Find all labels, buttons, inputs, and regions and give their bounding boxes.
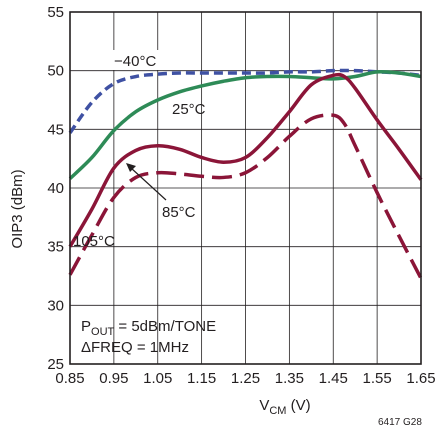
x-tick-label: 1.55	[363, 370, 392, 387]
x-tick-label: 1.25	[231, 370, 260, 387]
x-tick-label: 1.65	[406, 370, 435, 387]
condition-dfreq: ΔFREQ = 1MHz	[81, 339, 189, 356]
series-line-minus40c	[68, 68, 422, 134]
plot-frame	[69, 11, 422, 365]
x-axis-title-unit: (V)	[286, 397, 310, 414]
y-tick-label: 30	[47, 297, 64, 314]
x-tick-label: 1.05	[143, 370, 172, 387]
series-line-85c	[68, 72, 423, 248]
series-label-85: 85°C	[162, 204, 196, 221]
series-label-m40: −40°C	[114, 53, 156, 70]
x-tick-label: 1.35	[275, 370, 304, 387]
y-axis-title: OIP3 (dBm)	[9, 169, 26, 248]
arrow-85-head	[126, 163, 136, 172]
figure-id: 6417 G28	[378, 417, 422, 428]
x-tick-label: 0.95	[99, 370, 128, 387]
x-tick-label: 1.45	[319, 370, 348, 387]
condition-pout-sub: OUT	[91, 326, 115, 338]
x-axis-title: VCM (V)	[259, 397, 310, 417]
x-axis-title-main: V	[259, 397, 269, 414]
y-tick-labels: 25 30 35 40 45 50 55	[47, 4, 64, 373]
x-tick-label: 0.85	[55, 370, 84, 387]
y-tick-label: 50	[47, 63, 64, 80]
condition-pout-main: P	[81, 318, 91, 335]
x-tick-label: 1.15	[187, 370, 216, 387]
series-line-105c	[68, 113, 423, 280]
y-tick-label: 40	[47, 180, 64, 197]
label-m40-backdrop	[112, 50, 162, 70]
condition-pout-rest: = 5dBm/TONE	[114, 318, 216, 335]
series-label-25: 25°C	[172, 101, 206, 118]
x-tick-labels: 0.85 0.95 1.05 1.15 1.25 1.35 1.45 1.55 1.65	[55, 370, 435, 387]
series-line-25c	[68, 69, 422, 180]
arrow-85-shaft	[130, 167, 167, 201]
y-tick-label: 35	[47, 239, 64, 256]
series-layer	[68, 68, 423, 280]
series-label-105: 105°C	[73, 233, 115, 250]
y-tick-label: 25	[47, 356, 64, 373]
y-tick-label: 45	[47, 121, 64, 138]
y-tick-label: 55	[47, 4, 64, 21]
condition-pout: POUT = 5dBm/TONE	[81, 318, 216, 338]
x-axis-title-sub: CM	[269, 405, 286, 417]
